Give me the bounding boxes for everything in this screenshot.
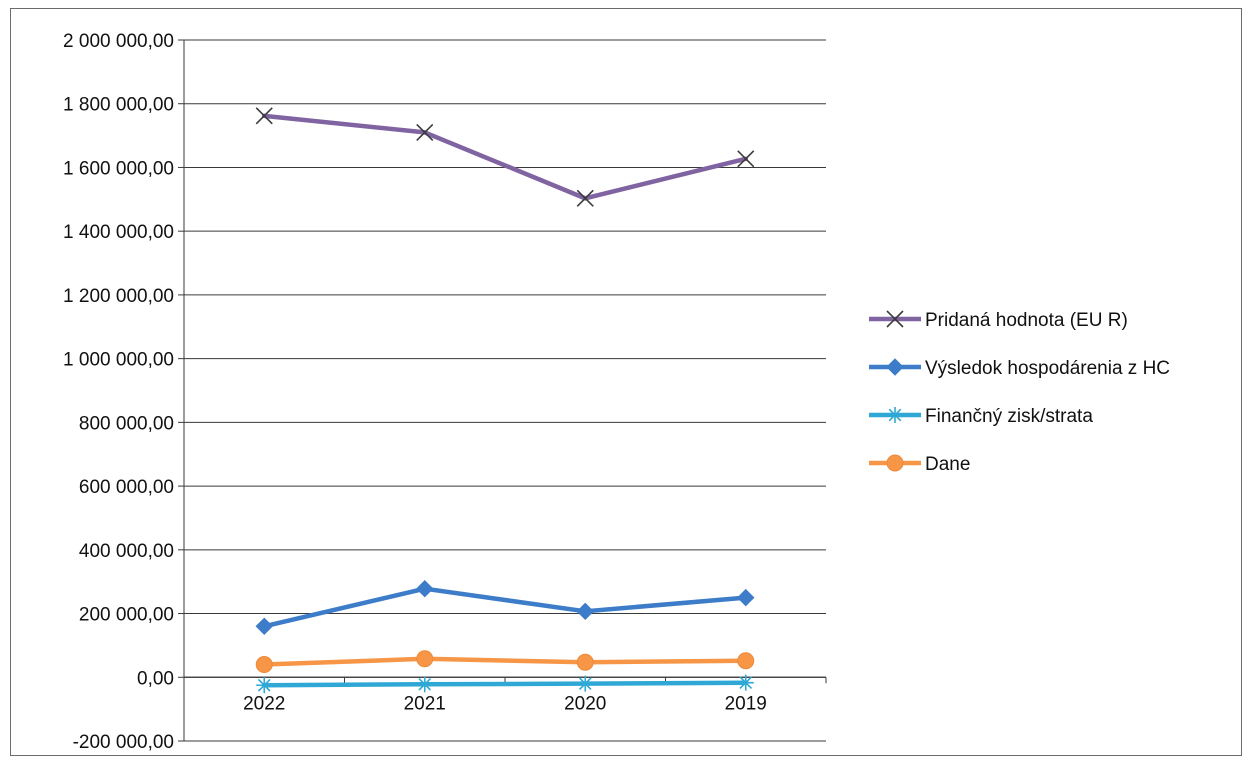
legend: Pridaná hodnota (EU R) Výsledok hospodáre… [869, 310, 1170, 475]
y-tick-label: 400 000,00 [79, 541, 174, 562]
marker-shape [576, 653, 594, 671]
x-tick-label: 2022 [243, 693, 285, 714]
data-point [576, 602, 594, 621]
x-tick-label: 2020 [564, 693, 606, 714]
data-point [255, 107, 273, 125]
marker-stroke [886, 310, 904, 328]
legend-item: Pridaná hodnota (EU R) [869, 310, 1128, 331]
data-point [416, 650, 434, 668]
legend-item: Dane [869, 454, 970, 475]
data-point [416, 123, 434, 141]
y-tick-label: 2 000 000,00 [63, 31, 174, 52]
marker-stroke [418, 677, 432, 691]
marker-stroke [416, 123, 434, 141]
marker-stroke [257, 678, 271, 692]
marker-stroke [737, 150, 755, 168]
marker-stroke [739, 676, 753, 690]
x-axis-tick-labels: 2022 2021 2020 2019 [243, 693, 767, 714]
data-point [737, 588, 755, 607]
data-point [256, 677, 273, 694]
legend-swatch-marker [886, 358, 904, 376]
y-tick-label: 800 000,00 [79, 413, 174, 434]
series-line-3 [262, 656, 748, 667]
marker-shape [886, 454, 904, 472]
data-point [737, 674, 754, 691]
series-line-2 [262, 680, 748, 688]
data-point [737, 652, 755, 670]
data-point [416, 579, 434, 598]
line-chart: -200 000,00 0,00 200 000,00 400 000,00 600 0… [63, 31, 1170, 753]
marker-shape [576, 602, 594, 621]
marker-shape [737, 588, 755, 607]
chart-frame: -200 000,00 0,00 200 000,00 400 000,00 600 0… [10, 8, 1242, 756]
marker-stroke [576, 189, 594, 207]
data-point [737, 150, 755, 168]
y-tick-label: 0,00 [137, 668, 174, 689]
marker-shape [416, 650, 434, 668]
y-tick-label: 1 200 000,00 [63, 286, 174, 307]
legend-item: Finančný zisk/strata [869, 406, 1093, 427]
marker-stroke [578, 677, 592, 690]
series-lines [255, 107, 755, 694]
axes [178, 39, 827, 742]
data-point [416, 676, 433, 693]
marker-shape [255, 617, 273, 635]
marker-shape [255, 656, 273, 674]
y-tick-label: 1 600 000,00 [63, 158, 174, 179]
marker-shape [416, 579, 434, 598]
y-tick-label: 600 000,00 [79, 477, 174, 498]
y-tick-label: 1 000 000,00 [63, 350, 174, 371]
legend-item: Výsledok hospodárenia z HC [869, 358, 1170, 379]
y-axis-tick-labels: -200 000,00 0,00 200 000,00 400 000,00 600 0… [63, 31, 174, 753]
y-tick-label: 1 800 000,00 [63, 95, 174, 116]
gridlines [184, 39, 826, 742]
legend-swatch-marker [886, 310, 904, 328]
x-tick-label: 2019 [725, 693, 767, 714]
legend-label: Dane [925, 454, 970, 475]
data-point [576, 189, 594, 207]
legend-swatch-marker [887, 407, 903, 423]
legend-label: Výsledok hospodárenia z HC [925, 358, 1170, 379]
data-point [255, 617, 273, 635]
x-tick-label: 2021 [404, 693, 446, 714]
series-line-1 [262, 586, 748, 629]
y-tick-label: 1 400 000,00 [63, 222, 174, 243]
marker-shape [737, 652, 755, 670]
marker-stroke [255, 107, 273, 125]
legend-label: Finančný zisk/strata [925, 406, 1093, 427]
data-point [255, 656, 273, 674]
marker-stroke [888, 408, 902, 422]
marker-shape [886, 358, 904, 376]
data-point [576, 653, 594, 671]
legend-swatch-marker [886, 454, 904, 472]
y-tick-label: 200 000,00 [79, 605, 174, 626]
y-tick-label: -200 000,00 [73, 732, 174, 753]
series-line-0 [262, 113, 748, 201]
data-point [577, 675, 594, 692]
legend-label: Pridaná hodnota (EU R) [925, 310, 1128, 331]
